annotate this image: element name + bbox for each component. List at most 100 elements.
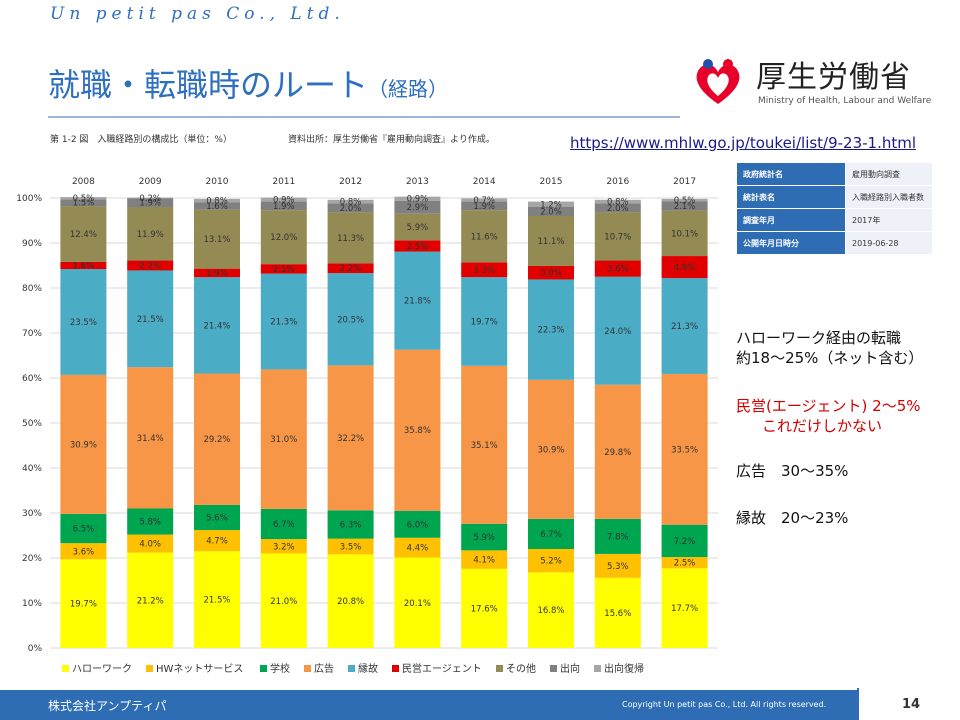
- data-label: 3.6%: [607, 265, 629, 275]
- bar-segment: [594, 518, 641, 554]
- page-title-main: 就職・転職時のルート: [48, 66, 369, 104]
- bar-segment: [661, 278, 708, 374]
- data-label: 31.0%: [270, 435, 297, 445]
- bar-segment: [528, 379, 574, 519]
- bar-segment: [661, 210, 708, 257]
- data-label: 7.2%: [674, 537, 696, 547]
- y-tick-label: 20%: [22, 554, 42, 564]
- bar-segment: [260, 273, 307, 370]
- data-label: 3.0%: [540, 269, 562, 279]
- bar-segment: [327, 203, 374, 213]
- bar-segment: [260, 197, 307, 202]
- x-category-label: 2014: [473, 177, 496, 187]
- data-label: 21.4%: [203, 321, 230, 331]
- bar-segment: [661, 198, 708, 202]
- bar-segment: [127, 260, 174, 271]
- data-label: 0.5%: [73, 194, 95, 204]
- bar-segment: [594, 199, 641, 204]
- bar-segment: [260, 201, 307, 211]
- page-title: 就職・転職時のルート（経路）: [48, 60, 448, 106]
- data-label: 15.6%: [604, 609, 631, 619]
- data-label: 1.6%: [206, 202, 228, 212]
- data-label: 12.4%: [70, 230, 97, 240]
- bar-segment: [394, 557, 441, 648]
- y-tick-label: 10%: [22, 599, 42, 609]
- data-label: 21.3%: [671, 322, 698, 332]
- data-label: 3.2%: [273, 542, 295, 552]
- data-label: 21.0%: [270, 597, 297, 607]
- data-label: 6.0%: [407, 520, 429, 530]
- bar-segment: [127, 207, 174, 261]
- bar-segment: [327, 199, 374, 204]
- data-label: 5.6%: [206, 514, 228, 524]
- data-label: 11.9%: [137, 230, 164, 240]
- data-label: 3.6%: [73, 547, 95, 557]
- data-label: 30.9%: [537, 445, 564, 455]
- bar-segment: [594, 260, 641, 277]
- info-row: 政府統計名 雇用動向調査: [736, 162, 933, 186]
- bar-segment: [60, 206, 107, 262]
- data-label: 1.9%: [473, 202, 495, 212]
- data-label: 21.5%: [137, 315, 164, 325]
- y-tick-label: 60%: [22, 374, 42, 384]
- info-value: 入職経路別入職者数: [845, 185, 933, 209]
- data-label: 10.7%: [604, 232, 631, 242]
- data-label: 30.9%: [70, 440, 97, 450]
- source-url-link[interactable]: https://www.mhlw.go.jp/toukei/list/9-23-…: [570, 134, 917, 152]
- info-value: 2017年: [845, 208, 933, 232]
- bar-segment: [327, 273, 374, 366]
- legend-label: 出向復帰: [604, 662, 644, 675]
- legend-label: 学校: [270, 662, 290, 675]
- legend-label: 出向: [560, 662, 580, 675]
- bar-segment: [60, 543, 107, 560]
- data-label: 4.0%: [139, 540, 161, 550]
- page-title-sub: （経路）: [368, 77, 449, 101]
- legend-swatch: [146, 665, 153, 672]
- info-row: 公開年月日時分 2019-06-28: [736, 231, 933, 255]
- ministry-name-en: Ministry of Health, Labour and Welfare: [758, 96, 932, 106]
- legend-swatch: [550, 665, 557, 672]
- mhlw-logo-icon: [696, 59, 740, 104]
- legend-swatch: [594, 665, 601, 672]
- data-label: 3.3%: [473, 266, 495, 276]
- legend-swatch: [62, 665, 69, 672]
- x-category-label: 2017: [673, 177, 696, 187]
- bar-segment: [528, 207, 574, 216]
- bar-segment: [461, 523, 508, 551]
- data-label: 35.8%: [404, 426, 431, 436]
- data-label: 2.2%: [139, 262, 161, 272]
- bar-segment: [60, 374, 107, 514]
- bar-segment: [60, 559, 107, 648]
- data-label: 3.5%: [340, 543, 362, 553]
- bar-segment: [194, 277, 240, 374]
- data-label: 22.3%: [537, 326, 564, 336]
- data-label: 31.4%: [137, 434, 164, 444]
- data-label: 21.8%: [404, 297, 431, 307]
- bar-segment: [127, 367, 174, 509]
- data-label: 0.2%: [139, 194, 161, 204]
- bar-segment: [194, 504, 240, 531]
- footer-copyright: Copyright Un petit pas Co., Ltd. All rig…: [622, 700, 827, 709]
- bar-segment: [194, 551, 240, 648]
- bar-segment: [661, 201, 708, 211]
- bar-segment: [127, 508, 174, 535]
- info-value: 2019-06-28: [845, 231, 933, 255]
- bar-segment: [260, 369, 307, 509]
- info-key: 公開年月日時分: [736, 231, 846, 255]
- bar-segment: [127, 534, 174, 553]
- data-label: 19.7%: [471, 318, 498, 328]
- data-label: 2.2%: [340, 264, 362, 274]
- note-hellowork: ハローワーク経由の転職 約18～25%（ネット含む）: [736, 328, 923, 368]
- bar-segment: [60, 261, 107, 270]
- data-label: 10.1%: [671, 229, 698, 239]
- bar-segment: [594, 577, 641, 648]
- data-label: 21.5%: [203, 596, 230, 606]
- data-label: 4.9%: [674, 263, 696, 273]
- note-agent-line1: 民営(エージェント) 2～5%: [736, 397, 921, 415]
- data-label: 1.6%: [73, 262, 95, 272]
- legend-swatch: [304, 665, 311, 672]
- bar-segment: [60, 513, 107, 544]
- note-ad: 広告 30～35%: [736, 462, 849, 480]
- data-label: 12.0%: [270, 233, 297, 243]
- y-tick-label: 40%: [22, 464, 42, 474]
